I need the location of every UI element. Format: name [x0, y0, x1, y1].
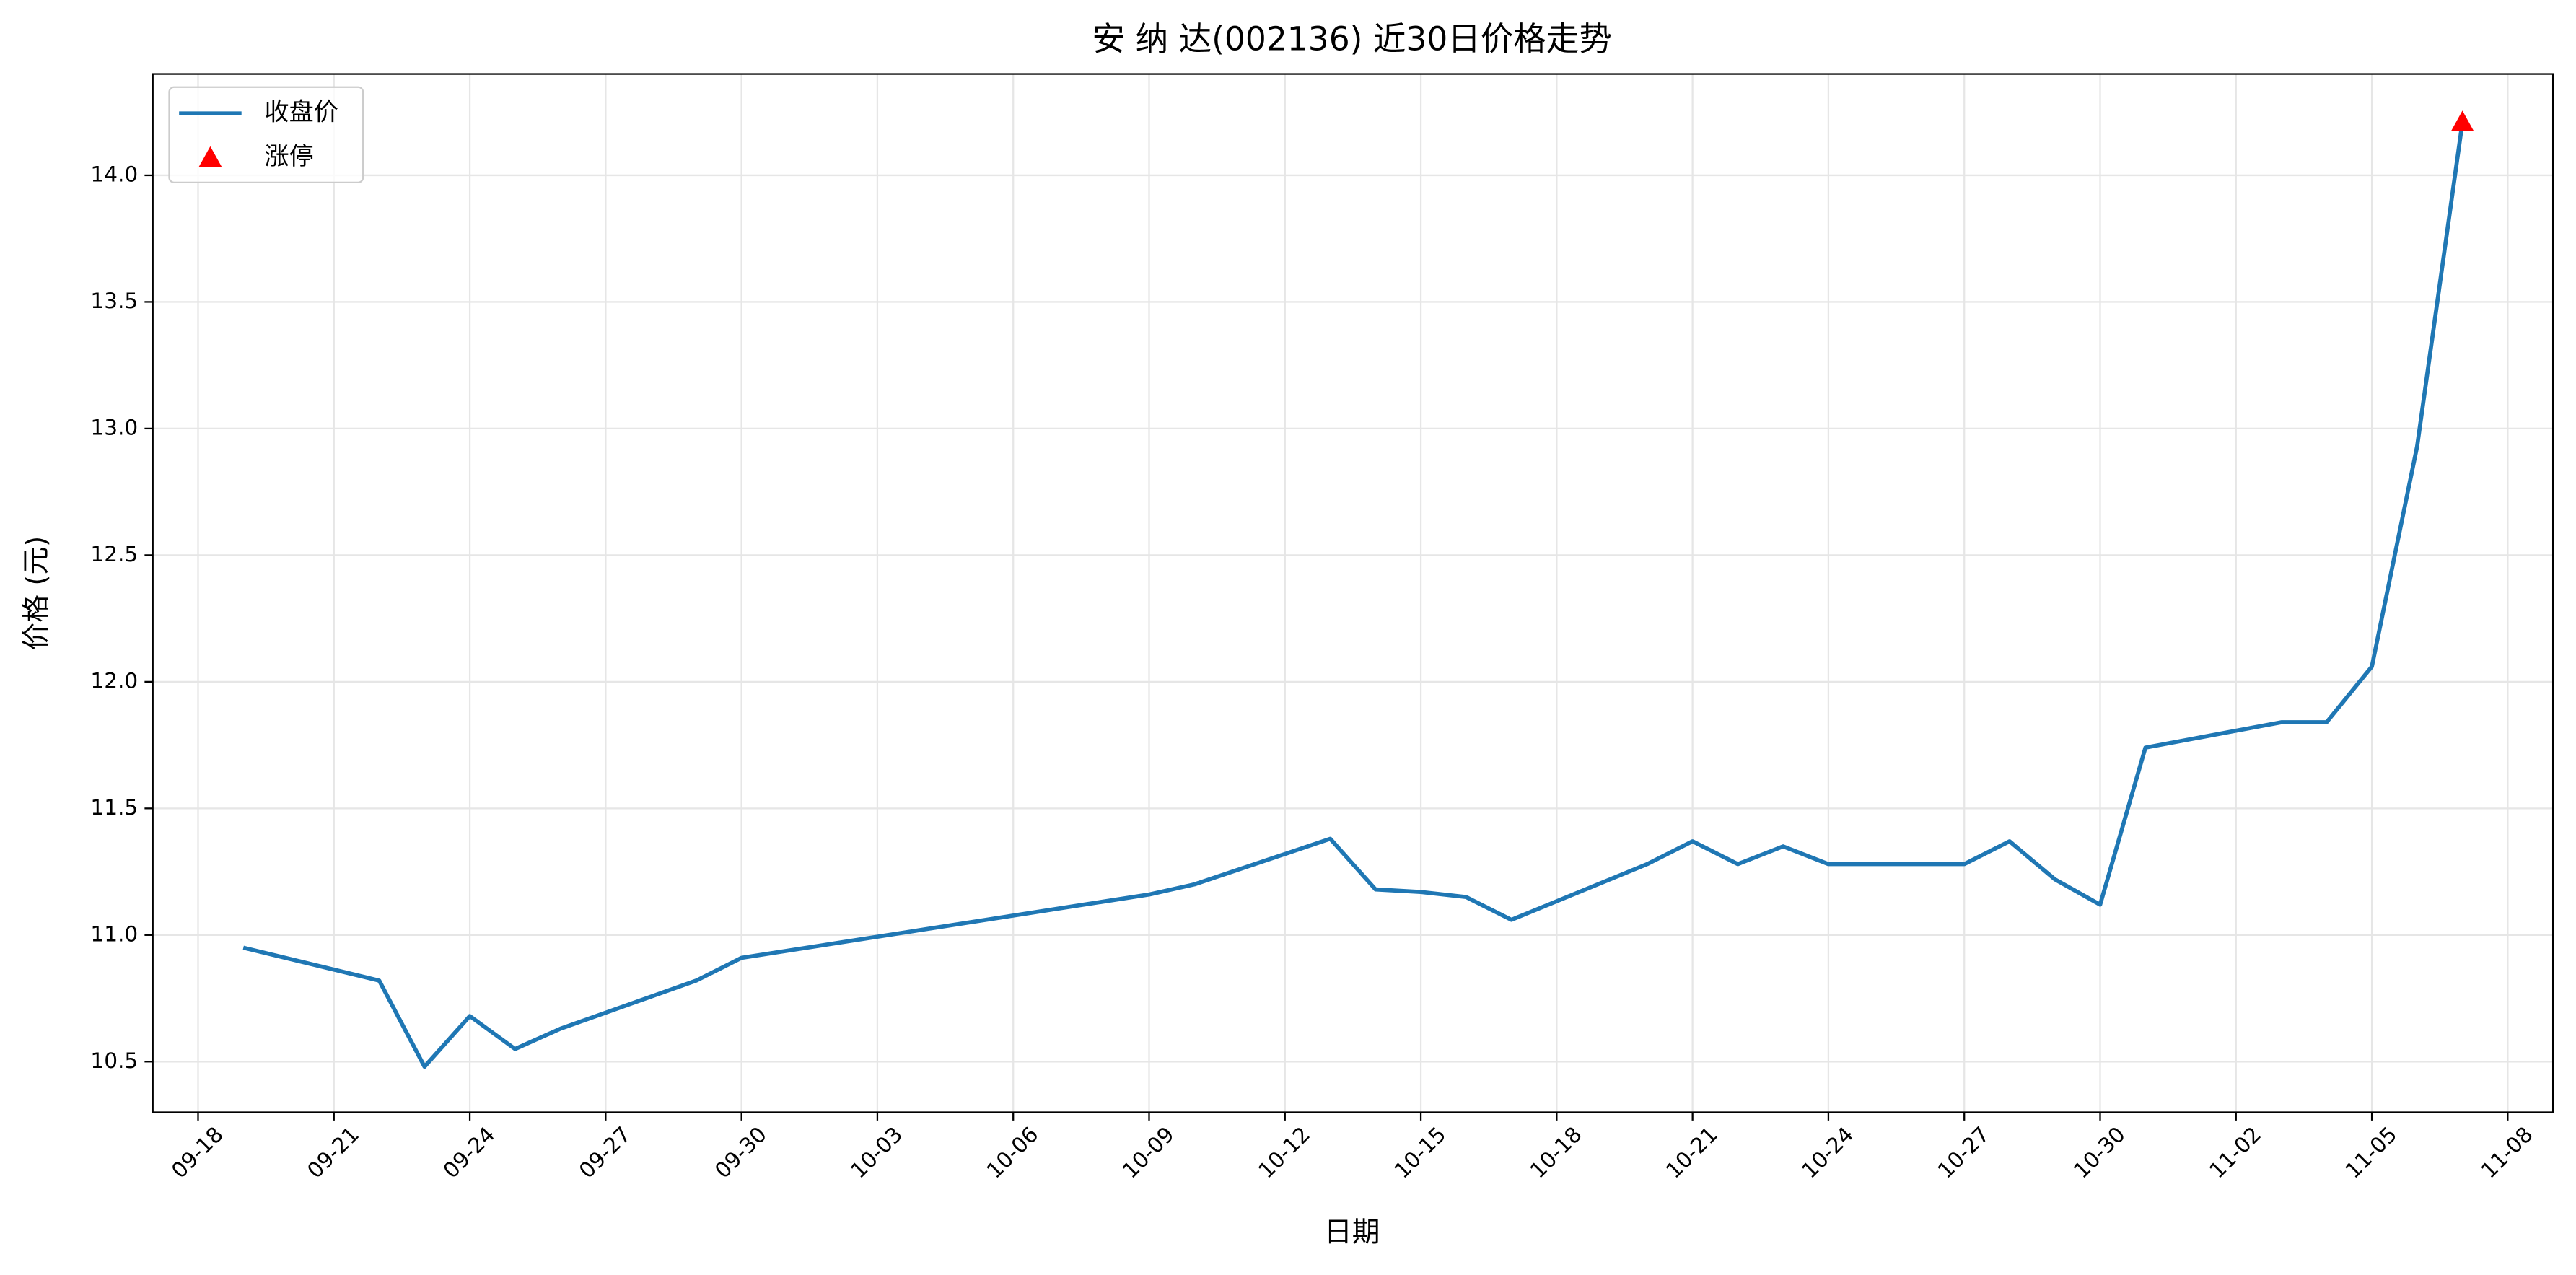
y-axis-label: 价格 (元): [20, 536, 53, 651]
y-tick-label: 13.0: [90, 415, 138, 439]
y-tick-label: 12.5: [90, 542, 138, 566]
y-tick-label: 11.5: [90, 795, 138, 820]
legend-marker: [198, 146, 222, 167]
y-tick-label: 10.5: [90, 1048, 138, 1073]
chart-title: 安 纳 达(002136) 近30日价格走势: [1092, 20, 1612, 58]
y-tick-label: 12.0: [90, 668, 138, 693]
y-tick-label: 11.0: [90, 921, 138, 946]
legend-label: 收盘价: [265, 98, 338, 127]
price-line: [242, 121, 2465, 1069]
y-tick-label: 13.5: [90, 289, 138, 313]
plot-frame: [152, 73, 2554, 1113]
x-axis-label: 日期: [1324, 1216, 1380, 1248]
legend-box: [168, 86, 364, 183]
y-tick-label: 14.0: [90, 162, 138, 186]
legend-label: 涨停: [265, 142, 314, 171]
limit-up-marker: [2450, 110, 2474, 131]
